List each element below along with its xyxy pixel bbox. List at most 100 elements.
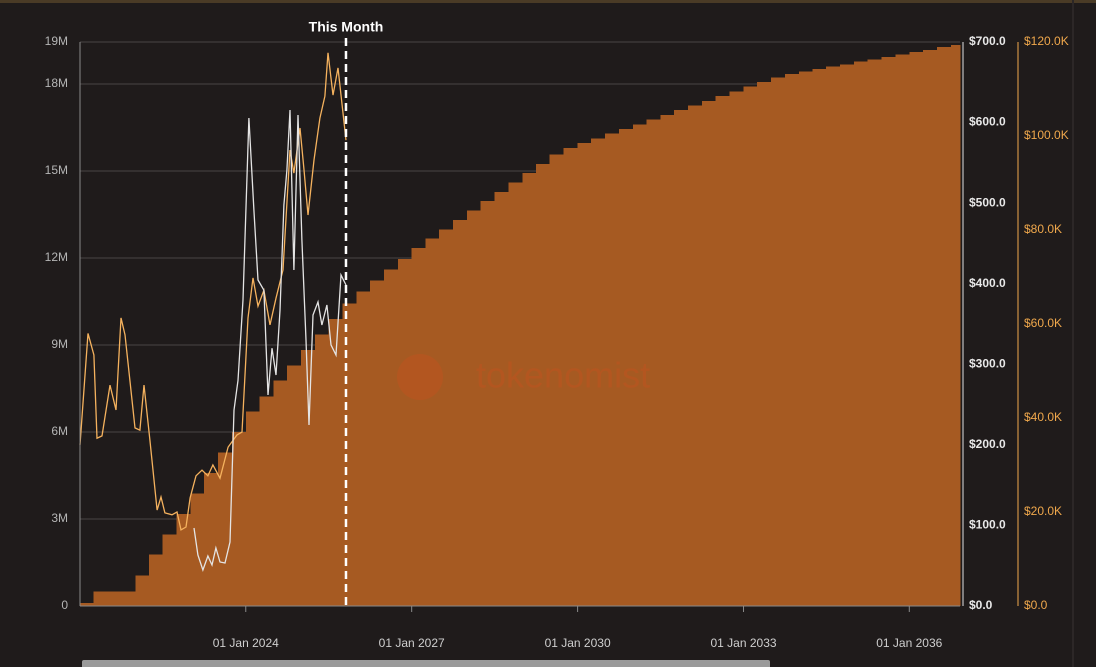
supply-step bbox=[314, 334, 330, 606]
x-tick-label: 01 Jan 2027 bbox=[379, 636, 445, 650]
supply-step bbox=[743, 86, 758, 606]
x-tick-label: 01 Jan 2024 bbox=[213, 636, 279, 650]
y-tick-label: 9M bbox=[51, 337, 68, 351]
top-border bbox=[0, 0, 1096, 3]
x-tick-label: 01 Jan 2030 bbox=[545, 636, 611, 650]
supply-step bbox=[840, 64, 855, 607]
supply-step bbox=[798, 71, 813, 606]
supply-step bbox=[618, 128, 634, 606]
y2-tick-label: $300.0 bbox=[969, 356, 1006, 370]
supply-step bbox=[757, 82, 772, 606]
supply-step bbox=[646, 119, 661, 607]
supply-step bbox=[950, 44, 961, 607]
y2-tick-label: $600.0 bbox=[969, 115, 1006, 129]
supply-step bbox=[342, 303, 358, 606]
navigator-scrollbar[interactable] bbox=[82, 660, 770, 667]
y-tick-label: 6M bbox=[51, 424, 68, 438]
supply-step bbox=[480, 201, 496, 606]
supply-step bbox=[259, 396, 274, 606]
supply-step bbox=[909, 52, 924, 606]
supply-step bbox=[135, 575, 150, 606]
supply-step bbox=[453, 219, 468, 606]
supply-step bbox=[356, 291, 371, 606]
supply-step bbox=[217, 452, 233, 606]
supply-step bbox=[784, 73, 800, 607]
supply-step bbox=[605, 133, 620, 606]
y3-tick-label: $0.0 bbox=[1024, 598, 1048, 612]
y3-tick-label: $120.0K bbox=[1024, 34, 1069, 48]
supply-step bbox=[770, 77, 786, 607]
supply-step bbox=[287, 365, 302, 606]
supply-step bbox=[812, 68, 827, 607]
y2-tick-label: $100.0 bbox=[969, 518, 1006, 532]
supply-step bbox=[867, 59, 883, 607]
supply-step bbox=[895, 54, 910, 607]
watermark-logo bbox=[397, 354, 443, 400]
supply-step bbox=[273, 380, 288, 606]
supply-step bbox=[328, 318, 344, 606]
y2-tick-label: $200.0 bbox=[969, 437, 1006, 451]
y2-tick-label: $700.0 bbox=[969, 34, 1006, 48]
y-tick-label: 15M bbox=[45, 163, 68, 177]
supply-step bbox=[881, 57, 896, 606]
supply-step bbox=[854, 61, 869, 606]
supply-step bbox=[522, 173, 537, 607]
supply-step bbox=[563, 147, 579, 606]
supply-step bbox=[923, 49, 938, 607]
y-tick-label: 19M bbox=[45, 34, 68, 48]
y2-tick-label: $500.0 bbox=[969, 195, 1006, 209]
y3-tick-label: $60.0K bbox=[1024, 316, 1062, 330]
supply-step bbox=[439, 229, 454, 606]
supply-step bbox=[301, 349, 316, 606]
y3-tick-label: $40.0K bbox=[1024, 410, 1062, 424]
supply-step bbox=[231, 432, 247, 606]
y-tick-label: 0 bbox=[61, 598, 68, 612]
price-line bbox=[79, 52, 347, 531]
supply-step bbox=[425, 238, 440, 606]
supply-step bbox=[632, 124, 648, 607]
supply-step bbox=[660, 114, 675, 607]
this-month-label: This Month bbox=[309, 19, 384, 35]
price-line bbox=[193, 109, 347, 572]
supply-step bbox=[826, 66, 841, 606]
supply-step bbox=[549, 154, 565, 607]
supply-step bbox=[245, 411, 261, 606]
supply-step bbox=[591, 138, 606, 606]
supply-step bbox=[411, 247, 426, 606]
supply-step bbox=[204, 472, 219, 606]
supply-step bbox=[162, 534, 178, 606]
supply-step bbox=[370, 280, 385, 606]
supply-step bbox=[688, 105, 703, 607]
y3-tick-label: $20.0K bbox=[1024, 504, 1062, 518]
supply-step bbox=[148, 554, 164, 606]
supply-step bbox=[674, 110, 689, 607]
y-tick-label: 3M bbox=[51, 511, 68, 525]
supply-step bbox=[121, 591, 136, 606]
y2-tick-label: $400.0 bbox=[969, 276, 1006, 290]
supply-step bbox=[383, 269, 399, 606]
x-tick-label: 01 Jan 2036 bbox=[876, 636, 942, 650]
watermark: tokenomist bbox=[397, 354, 650, 400]
supply-step bbox=[494, 191, 510, 607]
supply-step bbox=[577, 143, 592, 606]
supply-step bbox=[701, 100, 717, 607]
watermark-text: tokenomist bbox=[476, 355, 650, 396]
supply-step bbox=[397, 258, 413, 606]
supply-step bbox=[93, 591, 109, 606]
supply-step bbox=[176, 513, 192, 606]
side-border bbox=[1072, 0, 1074, 667]
y3-tick-label: $80.0K bbox=[1024, 222, 1062, 236]
supply-step bbox=[535, 163, 551, 607]
supply-step bbox=[508, 182, 523, 607]
y3-tick-label: $100.0K bbox=[1024, 128, 1069, 142]
supply-step bbox=[80, 603, 95, 606]
supply-step bbox=[715, 96, 731, 606]
supply-step bbox=[466, 210, 482, 606]
y-tick-label: 12M bbox=[45, 250, 68, 264]
supply-step bbox=[936, 47, 952, 606]
x-tick-label: 01 Jan 2033 bbox=[710, 636, 776, 650]
supply-step bbox=[107, 591, 122, 606]
supply-step bbox=[729, 91, 745, 606]
